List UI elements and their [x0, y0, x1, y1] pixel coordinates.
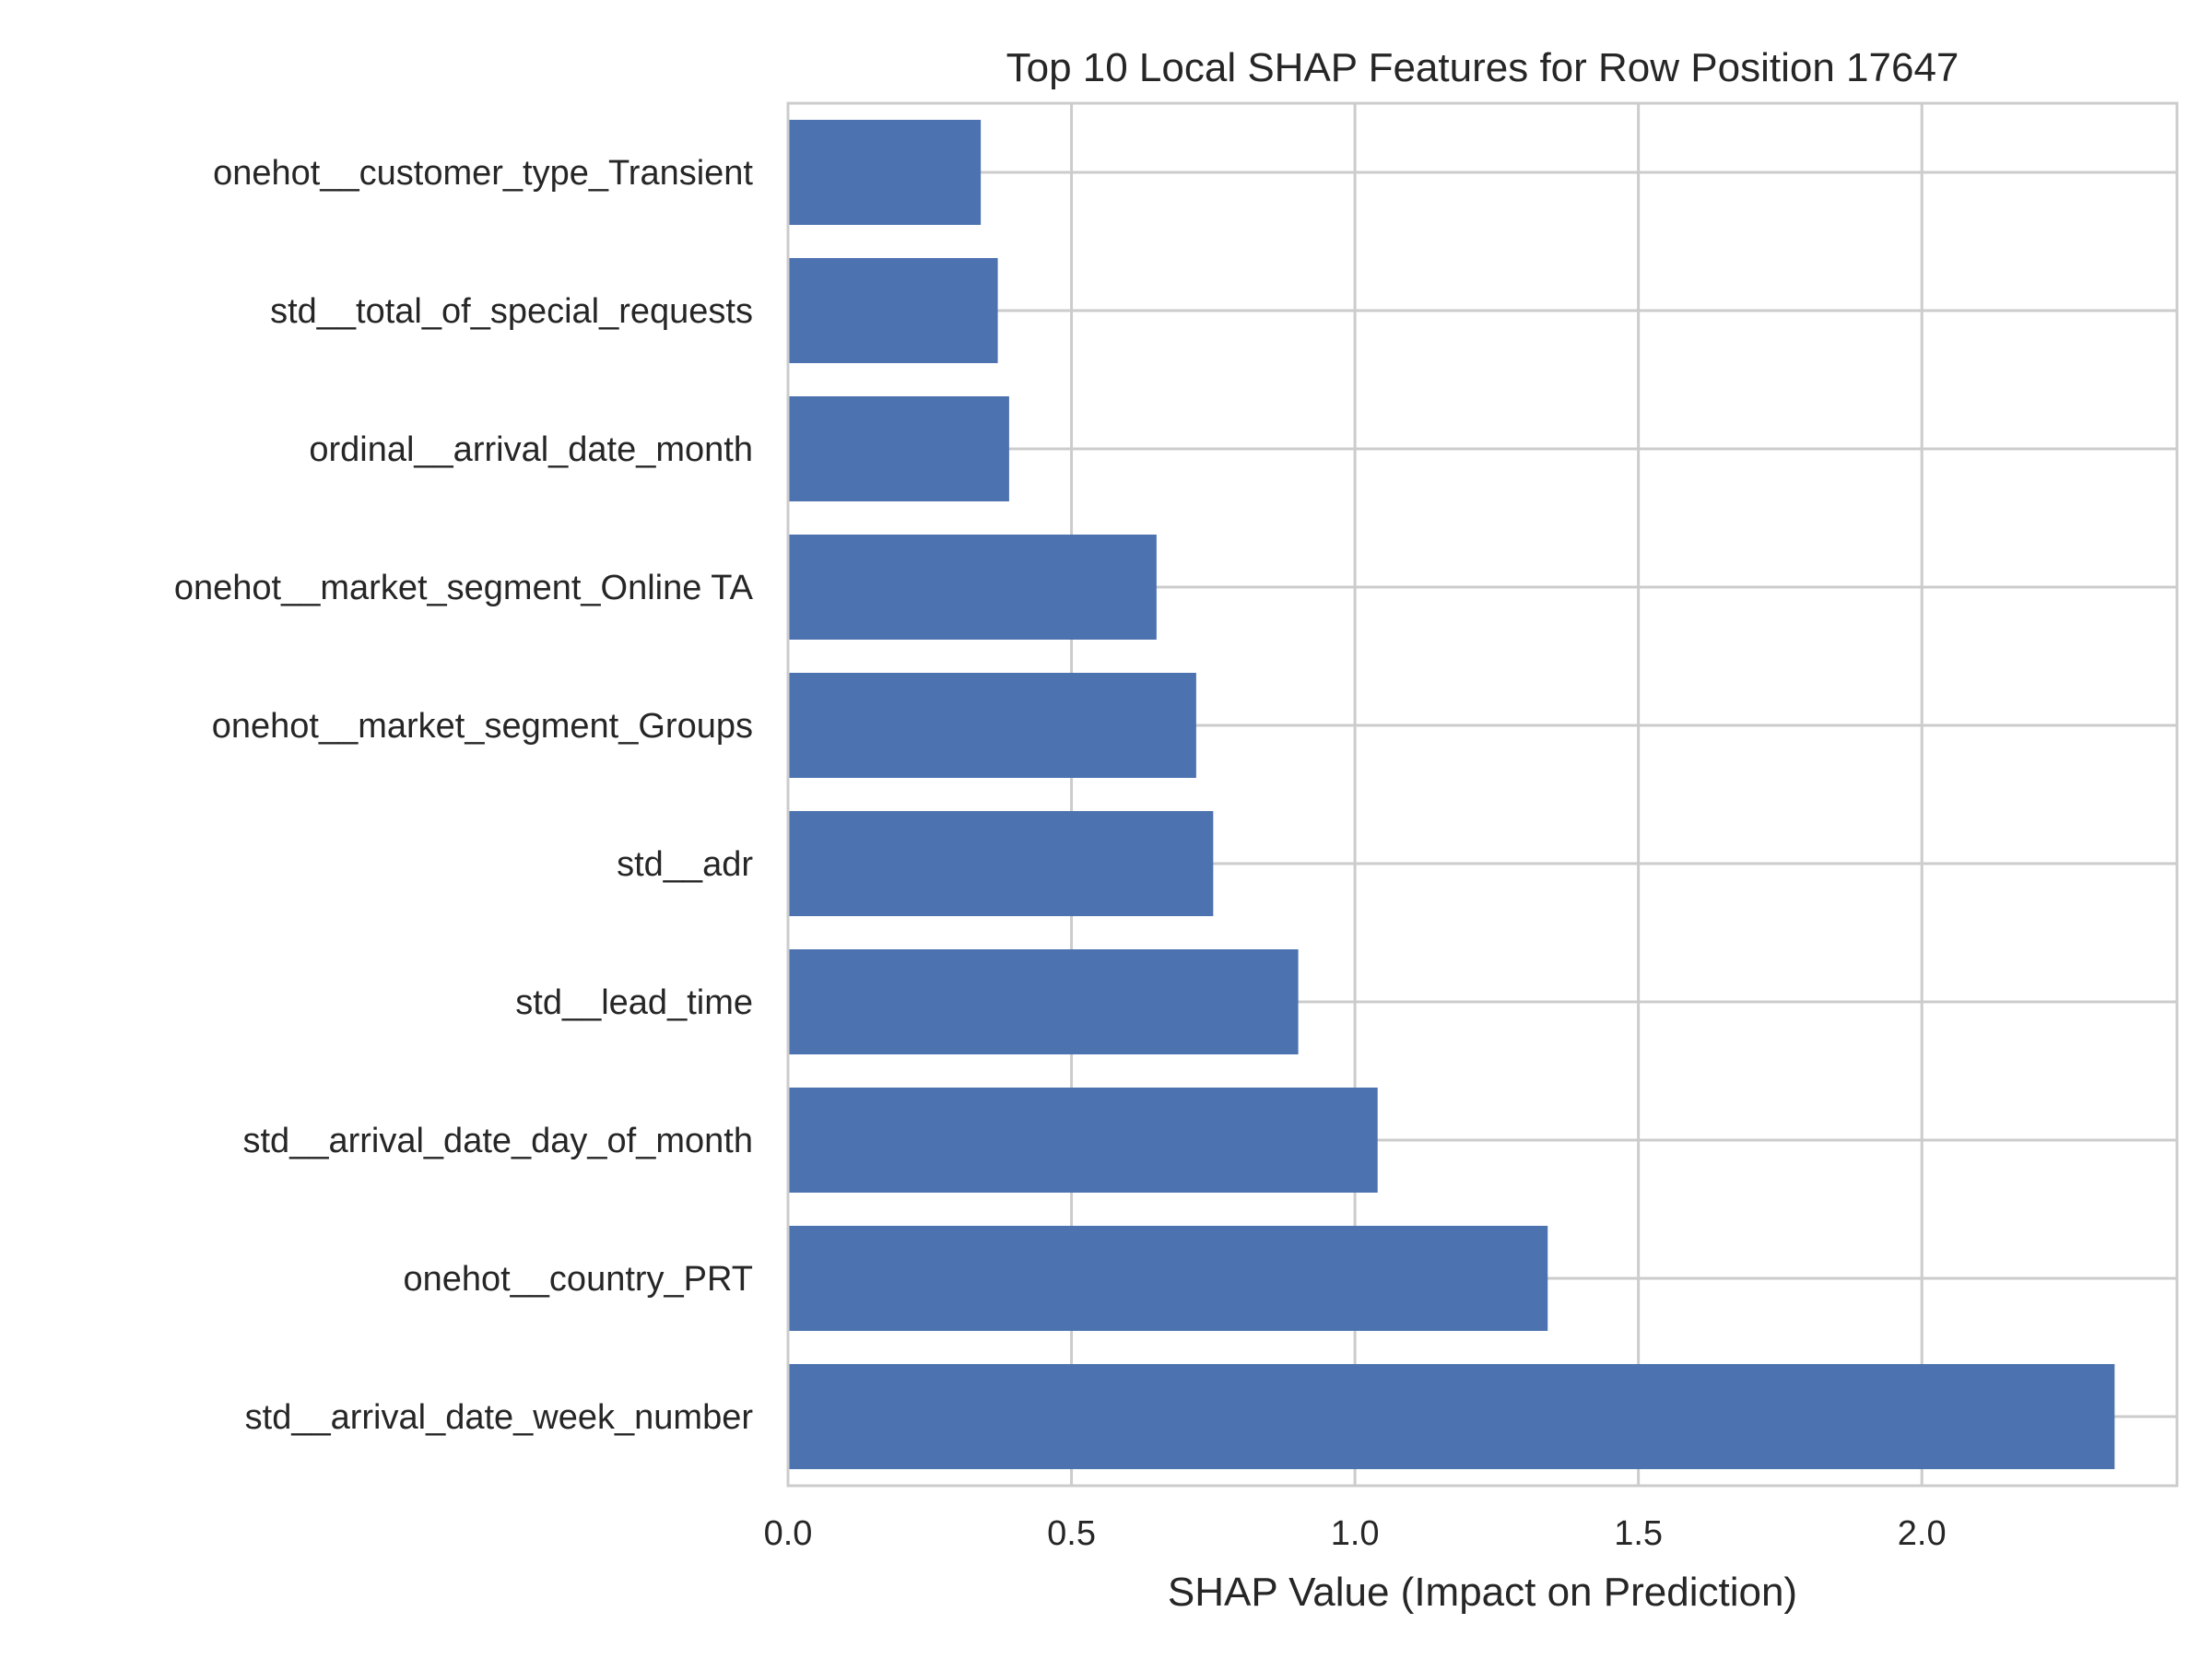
bar: [788, 1226, 1548, 1331]
category-labels: onehot__customer_type_Transient std__tota…: [174, 154, 754, 1437]
x-tick-label: 2.0: [1898, 1514, 1947, 1553]
bar: [788, 120, 982, 225]
x-tick-label: 0.0: [764, 1514, 813, 1553]
category-label: onehot__customer_type_Transient: [213, 154, 753, 193]
x-axis-label: SHAP Value (Impact on Prediction): [1168, 1570, 1797, 1615]
bar: [788, 396, 1009, 501]
plot-frame: [786, 101, 2179, 1488]
category-label: ordinal__arrival_date_month: [309, 430, 753, 469]
category-label: std__total_of_special_requests: [270, 292, 753, 331]
bar: [788, 1088, 1378, 1193]
x-tick-label: 1.0: [1331, 1514, 1380, 1553]
bar: [788, 811, 1214, 916]
bars: [788, 120, 2115, 1469]
category-label: std__arrival_date_day_of_month: [243, 1122, 754, 1160]
category-label: std__lead_time: [515, 983, 753, 1022]
bar: [788, 258, 998, 363]
category-label: onehot__market_segment_Online TA: [174, 569, 754, 607]
x-tick-labels: 0.0 0.5 1.0 1.5 2.0: [764, 1514, 1947, 1553]
bar: [788, 535, 1157, 640]
bar: [788, 673, 1196, 778]
category-label: std__arrival_date_week_number: [245, 1398, 754, 1437]
x-tick-label: 1.5: [1614, 1514, 1663, 1553]
bar: [788, 1364, 2115, 1469]
category-label: onehot__country_PRT: [403, 1260, 753, 1299]
category-label: std__adr: [617, 845, 753, 884]
bar: [788, 949, 1299, 1054]
category-label: onehot__market_segment_Groups: [212, 707, 753, 746]
chart-title: Top 10 Local SHAP Features for Row Posit…: [1006, 45, 1959, 90]
x-tick-label: 0.5: [1047, 1514, 1096, 1553]
